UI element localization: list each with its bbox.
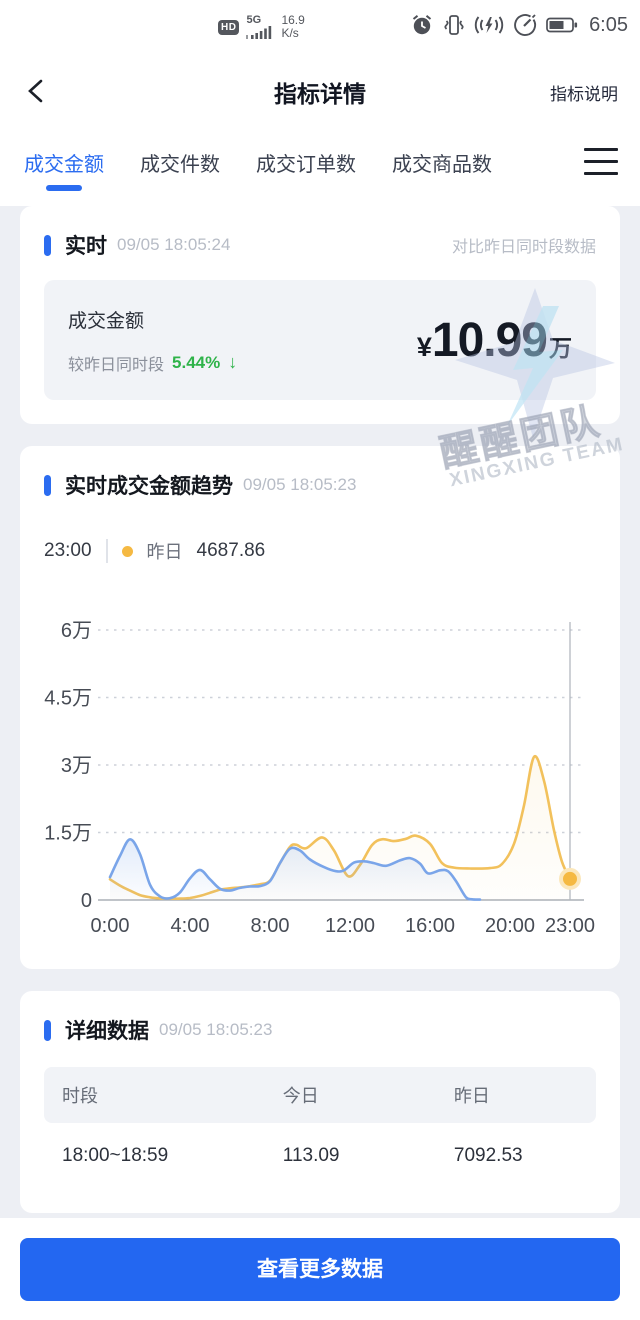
hd-badge: HD <box>218 19 240 35</box>
table-cell: 7092.53 <box>453 1145 523 1166</box>
realtime-title: 实时 <box>65 235 107 258</box>
status-right-group: 6:05 <box>410 13 628 37</box>
alarm-icon <box>410 13 434 37</box>
y-tick-label: 1.5万 <box>44 823 92 845</box>
x-tick-label: 23:00 <box>545 915 595 937</box>
trend-chart-svg: 0 1.5万 3万 4.5万 6万 0:00 4:00 8:00 12:00 16:00 20:00… <box>44 620 595 937</box>
compare-note: 对比昨日同时段数据 <box>451 239 596 256</box>
tab-deal-orders[interactable]: 成交订单数 <box>256 153 356 176</box>
detail-table: 时段 今日 昨日 18:00~18:59 113.09 7092.53 <box>44 1067 596 1189</box>
col-header-yesterday: 昨日 <box>453 1086 490 1106</box>
x-tick-label: 8:00 <box>251 915 290 937</box>
col-header-timeslot: 时段 <box>62 1086 98 1106</box>
trend-chart[interactable]: 0 1.5万 3万 4.5万 6万 0:00 4:00 8:00 12:00 16:00 20:00… <box>44 590 596 945</box>
table-cell: 18:00~18:59 <box>62 1145 169 1166</box>
x-tick-label: 20:00 <box>485 915 535 937</box>
metric-info-link[interactable]: 指标说明 <box>550 84 618 104</box>
detail-card: 详细数据 09/05 18:05:23 时段 今日 昨日 18:00~18:59… <box>20 991 620 1213</box>
clock-time: 6:05 <box>589 13 628 36</box>
hotspot-icon <box>474 13 504 37</box>
back-button[interactable] <box>22 76 52 106</box>
compare-label: 较昨日同时段 <box>68 356 165 374</box>
footer: 查看更多数据 <box>0 1218 640 1320</box>
metric-unit: 万 <box>549 334 572 361</box>
network-type-label: 5G <box>246 14 262 26</box>
table-body: 18:00~18:59 113.09 7092.53 <box>44 1123 596 1189</box>
app-header: 指标详情 指标说明 <box>0 58 640 126</box>
tooltip-time: 23:00 <box>44 540 92 561</box>
tab-deal-amount[interactable]: 成交金额 <box>24 134 104 199</box>
y-tick-label: 0 <box>81 890 92 912</box>
trend-title: 实时成交金额趋势 <box>65 475 233 498</box>
data-saver-icon <box>513 13 537 37</box>
tabs-menu-button[interactable] <box>584 148 618 175</box>
col-header-today: 今日 <box>282 1086 319 1106</box>
metric-name: 成交金额 <box>68 310 145 332</box>
section-marker <box>44 234 51 256</box>
signal-strength-icon: 5G <box>246 15 274 39</box>
yesterday-series-dot-icon <box>121 545 133 557</box>
tooltip-divider <box>105 539 108 563</box>
series-line-今日 <box>108 838 482 901</box>
tooltip-value: 4687.86 <box>196 540 266 561</box>
y-tick-label: 3万 <box>61 755 92 777</box>
table-header-row: 时段 今日 昨日 <box>44 1067 596 1123</box>
table-cell: 113.09 <box>282 1145 340 1166</box>
back-chevron-icon <box>28 79 43 103</box>
detail-title: 详细数据 <box>65 1020 149 1043</box>
tab-fade-overlay <box>545 126 640 206</box>
network-speed: 16.9 K/s <box>281 13 305 40</box>
detail-timestamp: 09/05 18:05:23 <box>159 1020 273 1039</box>
current-point-marker <box>559 867 581 890</box>
section-marker <box>44 1019 51 1041</box>
series-area-今日 <box>110 839 480 900</box>
tab-bar: 成交金额 成交件数 成交订单数 成交商品数 <box>0 126 640 206</box>
realtime-timestamp: 09/05 18:05:24 <box>117 235 231 254</box>
x-tick-label: 12:00 <box>325 915 375 937</box>
page-title: 指标详情 <box>274 81 366 107</box>
hamburger-icon <box>584 148 618 151</box>
vibrate-icon <box>443 13 465 37</box>
chart-tooltip: 23:00 昨日 4687.86 <box>44 538 596 564</box>
metric-value: ¥ 10.99 万 <box>417 313 572 368</box>
status-bar: HD 5G 16.9 K/s <box>0 0 640 58</box>
trend-timestamp: 09/05 18:05:23 <box>243 475 357 494</box>
change-percent: 5.44% <box>172 352 221 372</box>
y-tick-label: 6万 <box>61 620 92 642</box>
section-marker <box>44 474 51 496</box>
tab-deal-products[interactable]: 成交商品数 <box>392 153 492 176</box>
tab-deal-items[interactable]: 成交件数 <box>140 153 220 176</box>
tooltip-series-label: 昨日 <box>146 542 183 562</box>
battery-icon <box>546 13 578 37</box>
view-more-data-button[interactable]: 查看更多数据 <box>20 1238 620 1301</box>
metric-amount: 10.99 <box>431 313 548 367</box>
trend-card: 实时成交金额趋势 09/05 18:05:23 23:00 昨日 4687.86… <box>20 446 620 969</box>
table-row: 18:00~18:59 113.09 7092.53 <box>44 1123 596 1189</box>
x-tick-label: 16:00 <box>405 915 455 937</box>
y-tick-label: 4.5万 <box>44 688 92 710</box>
down-arrow-icon: ↓ <box>228 352 238 372</box>
currency-symbol: ¥ <box>416 331 432 362</box>
metric-box[interactable]: 成交金额 较昨日同时段 5.44% ↓ ¥ 10.99 万 <box>44 280 596 400</box>
realtime-card: 实时 09/05 18:05:24 对比昨日同时段数据 成交金额 较昨日同时段 … <box>20 206 620 424</box>
x-tick-label: 0:00 <box>91 915 130 937</box>
status-left-group: HD 5G 16.9 K/s <box>218 14 305 40</box>
x-tick-label: 4:00 <box>171 915 210 937</box>
